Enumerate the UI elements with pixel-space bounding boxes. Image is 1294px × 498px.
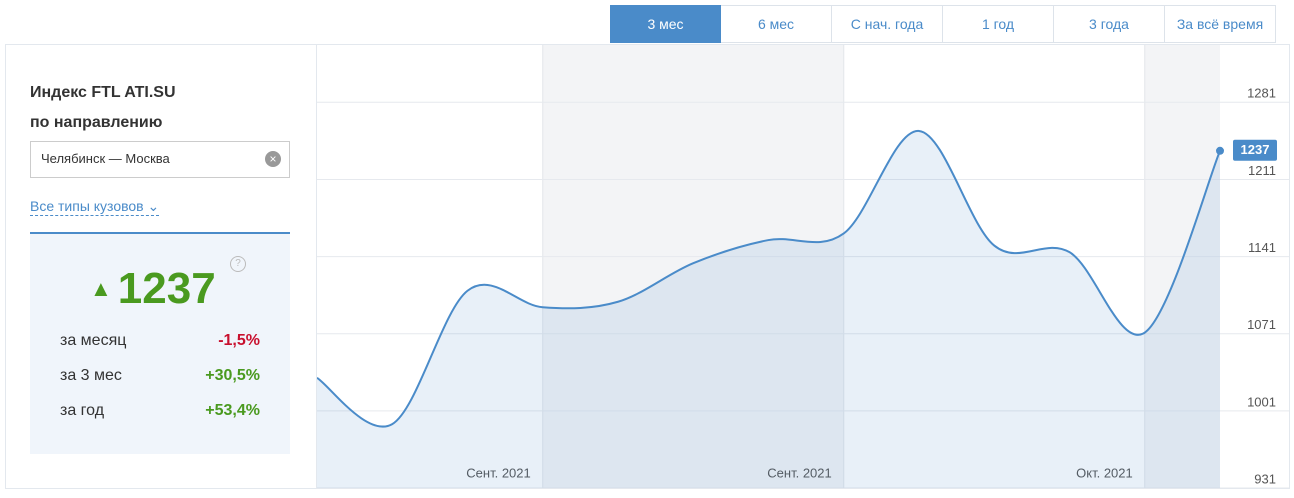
side-panel: Индекс FTL ATI.SU по направлению Челябинс… <box>5 44 317 489</box>
line <box>316 129 1221 428</box>
tab[interactable]: 3 года <box>1054 5 1165 43</box>
y-tick-label: 931 <box>1254 471 1276 486</box>
route: Челябинск — Москва <box>41 151 170 166</box>
band <box>542 45 844 488</box>
panel-title: Индекс FTL ATI.SU по направлению <box>30 78 176 138</box>
tab[interactable]: 3 мес <box>610 5 721 43</box>
route-input[interactable]: Челябинск — Москва × <box>30 141 290 178</box>
period-tabs: 3 мес 6 мес С нач. года 1 год 3 года За … <box>610 5 1276 43</box>
stat-label: за 3 мес <box>60 367 122 384</box>
link-text: Все типы кузовов <box>30 198 144 214</box>
stat-value: +53,4% <box>205 402 260 419</box>
index-number: 1237 <box>117 264 216 313</box>
body-types-link[interactable]: Все типы кузовов ⌄ <box>30 198 160 216</box>
index-value: ▲ 1237 <box>90 264 216 314</box>
x-tick-label: Окт. 2021 <box>1076 465 1133 480</box>
x-tick-label: Сент. 2021 <box>466 465 530 480</box>
stat-row: за месяц -1,5% <box>60 332 260 350</box>
value-label: 1237 <box>1241 142 1270 157</box>
x-tick-label: Сент. 2021 <box>767 465 831 480</box>
tab[interactable]: За всё время <box>1165 5 1276 43</box>
band <box>1144 45 1220 488</box>
stat-row: за год +53,4% <box>60 402 260 420</box>
help-icon[interactable]: ? <box>230 256 246 272</box>
y-tick-label: 1071 <box>1247 317 1276 332</box>
title-line: по направлению <box>30 114 163 131</box>
value-badge <box>1233 139 1277 161</box>
y-tick-label: 1281 <box>1247 86 1276 101</box>
stat-value: -1,5% <box>218 332 260 349</box>
y-tick-label: 1141 <box>1248 240 1276 255</box>
last-point <box>1216 146 1224 155</box>
stat-label: за месяц <box>60 332 127 349</box>
stat-label: за год <box>60 402 105 419</box>
clear-button[interactable]: × <box>265 151 281 167</box>
y-tick-label: 1211 <box>1248 163 1276 178</box>
area <box>317 130 1220 488</box>
tab[interactable]: С нач. года <box>832 5 943 43</box>
stat-value: +30,5% <box>205 367 260 384</box>
up-arrow: ▲ <box>90 276 112 301</box>
index-box: ▲ 1237 ? за месяц -1,5% за 3 мес +30,5% за … <box>30 232 290 454</box>
title-line: Индекс FTL ATI.SU <box>30 84 176 101</box>
tab[interactable]: 6 мес <box>721 5 832 43</box>
stat-row: за 3 мес +30,5% <box>60 367 260 385</box>
y-tick-label: 1001 <box>1247 394 1276 409</box>
tab[interactable]: 1 год <box>943 5 1054 43</box>
